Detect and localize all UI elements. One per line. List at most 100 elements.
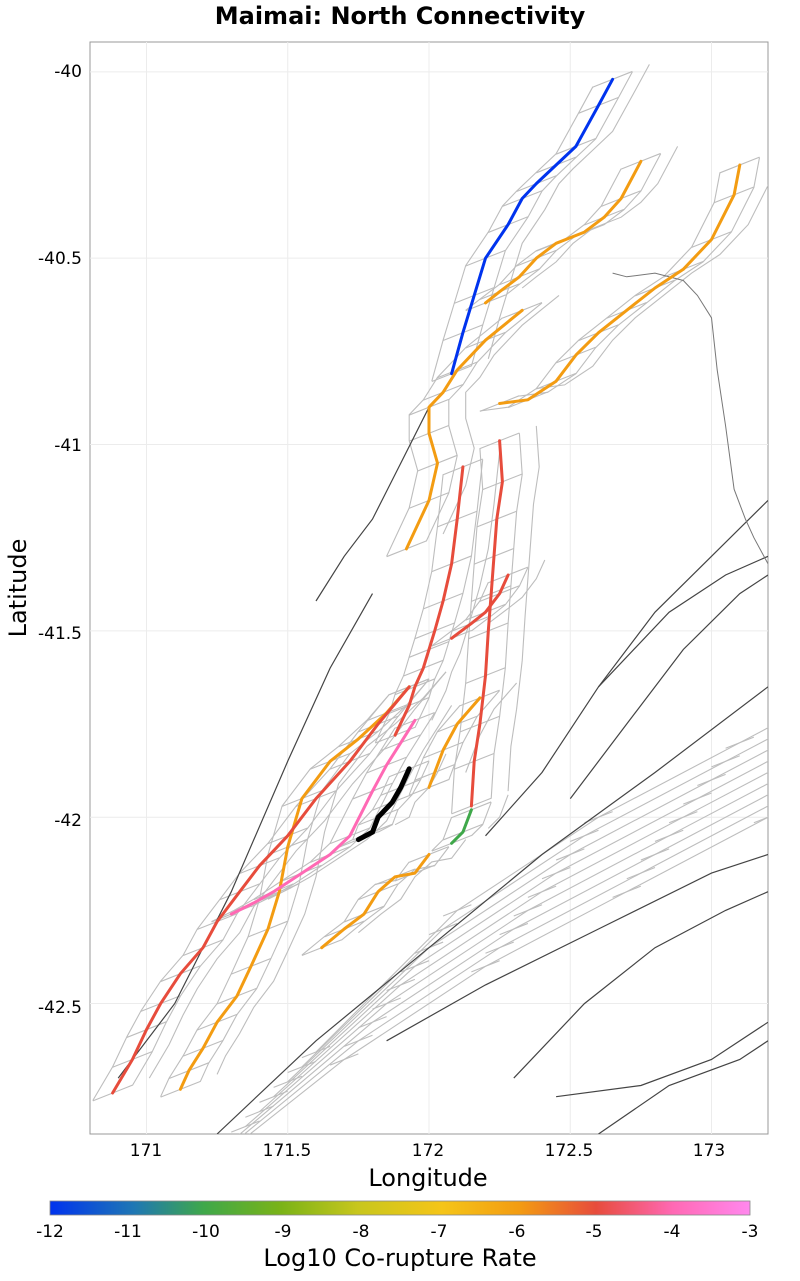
fault-trace [598, 1040, 768, 1134]
fault-section-divider [753, 816, 768, 824]
x-tick-label: 172.5 [545, 1141, 594, 1161]
colorbar-tick-label: -9 [275, 1222, 292, 1242]
fault-section-outline [442, 294, 560, 535]
colorbar-tick-label: -7 [431, 1222, 448, 1242]
y-tick-label: -40 [54, 62, 82, 82]
fault-section-divider [442, 904, 472, 917]
fault-section-outline [490, 433, 523, 799]
colorbar-tick-label: -6 [509, 1222, 526, 1242]
fault-trace [485, 499, 768, 837]
fault-section-outline [92, 693, 390, 1101]
fault-section-divider [301, 1045, 331, 1059]
fault-section-outline [394, 753, 447, 826]
fault-trace [569, 574, 768, 799]
fault-section-divider [231, 1120, 260, 1133]
rupture-line-red-4 [450, 573, 510, 640]
x-axis-ticks: 171 171.5 172 172.5 173 [130, 1141, 725, 1161]
fault-section-divider [612, 885, 642, 898]
fault-section-outline [211, 727, 396, 923]
y-tick-label: -40.5 [38, 249, 82, 269]
fault-trace [556, 1021, 768, 1098]
fault-section-divider [725, 736, 755, 749]
fault-section-divider [711, 755, 740, 768]
fault-section-divider [428, 922, 458, 936]
y-axis-label: Latitude [4, 539, 32, 638]
fault-section-divider [782, 774, 800, 785]
fault-section-divider [796, 756, 800, 767]
fault-trace [598, 555, 768, 688]
fault-section-outline [131, 678, 430, 1086]
fault-section-outline [338, 775, 391, 848]
fault-section-outline [487, 794, 509, 829]
fault-section-divider [485, 941, 514, 954]
rupture-lines [111, 77, 742, 1095]
colorbar-label: Log10 Co-rupture Rate [263, 1244, 536, 1272]
fault-section-divider [668, 811, 698, 824]
x-axis-label: Longitude [368, 1164, 487, 1192]
fault-section-outline [160, 693, 390, 1097]
fault-section-divider [555, 848, 585, 861]
colorbar-tick-label: -5 [586, 1222, 603, 1242]
y-axis-ticks: -40 -40.5 -41 -41.5 -42 -42.5 [38, 62, 82, 1018]
fault-section-divider [259, 1090, 288, 1103]
fault-section-outline [487, 64, 650, 359]
colorbar-tick-label: -4 [664, 1222, 681, 1242]
fault-section-outline [487, 559, 546, 624]
fault-section-divider [344, 1034, 373, 1047]
fault-section-divider [217, 1136, 245, 1147]
colorbar-tick-label: -10 [192, 1222, 220, 1242]
fault-section-divider [471, 960, 500, 973]
rupture-line-orange-north-2 [498, 163, 742, 405]
fault-section-outline [465, 682, 518, 773]
fault-trace [216, 686, 768, 1134]
fault-section-divider [245, 1105, 274, 1118]
fault-section-divider [273, 1075, 303, 1088]
fault-section-divider [640, 848, 670, 861]
colorbar-tick-label: -12 [36, 1222, 64, 1242]
rupture-line-orange-mid [320, 853, 431, 950]
fault-section-outline [374, 474, 444, 743]
fault-section-divider [654, 829, 684, 842]
fault-trace [513, 891, 768, 1079]
fault-section-divider [767, 803, 768, 805]
colorbar-tick-label: -11 [114, 1222, 142, 1242]
fault-trace [386, 853, 768, 1042]
fault-trace [117, 593, 374, 1079]
rupture-line-red-2 [393, 465, 465, 737]
y-tick-label: -42.5 [38, 998, 82, 1018]
grid [90, 42, 768, 1134]
fault-section-divider [541, 867, 571, 880]
fault-section-outline [199, 678, 430, 1083]
fault-section-divider [683, 792, 712, 805]
rupture-line-orange-lower [178, 685, 411, 1091]
fault-section-outline [216, 671, 447, 1075]
x-tick-label: 171 [130, 1141, 162, 1161]
fault-section-outline [377, 761, 430, 833]
fault-trace [315, 406, 430, 602]
fault-section-divider [513, 904, 543, 917]
fault-section-outline [507, 425, 540, 792]
y-tick-label: -41.5 [38, 624, 82, 644]
rupture-line-orange-north-1 [484, 159, 643, 305]
colorbar-tick-label: -3 [742, 1222, 759, 1242]
colorbar-tick-label: -8 [353, 1222, 370, 1242]
rupture-line-orange-c [427, 696, 482, 789]
rupture-line-orange-long [404, 308, 524, 551]
fault-section-outline [358, 839, 467, 934]
fault-section-divider [203, 1151, 231, 1162]
rupture-line-red-3 [469, 439, 504, 808]
rupture-line-blue [450, 77, 615, 376]
fault-section-divider [358, 1016, 387, 1029]
y-tick-label: -42 [54, 811, 82, 831]
x-tick-label: 171.5 [263, 1141, 312, 1161]
fault-section-outline [536, 184, 768, 390]
fault-section-divider [527, 885, 557, 898]
fault-section-divider [287, 1060, 317, 1074]
fault-section-divider [372, 997, 401, 1010]
map-title: Maimai: North Connectivity [215, 2, 586, 30]
rupture-line-green [450, 808, 473, 845]
fault-section-divider [499, 922, 529, 936]
fault-section-divider [329, 1053, 359, 1066]
rupture-line-red-1 [111, 685, 411, 1095]
